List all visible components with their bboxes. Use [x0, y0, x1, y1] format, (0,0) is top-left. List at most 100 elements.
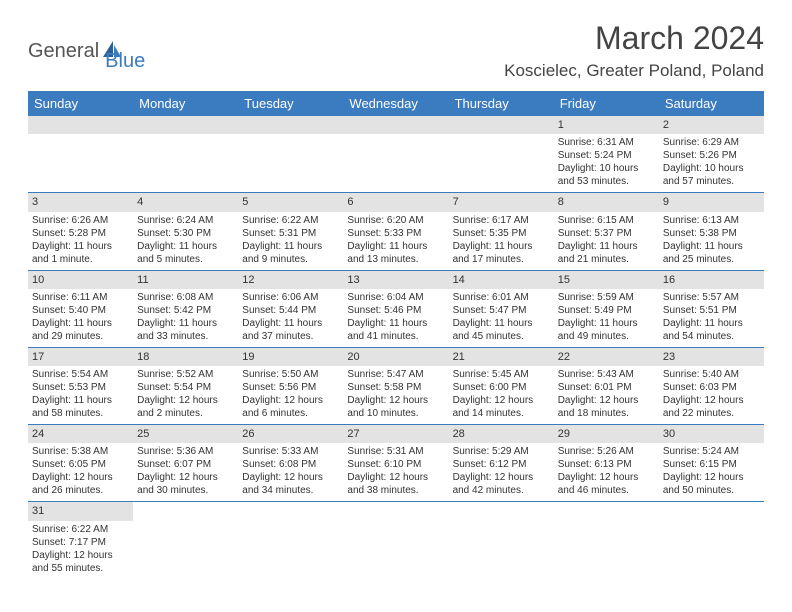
weeks-container: 1Sunrise: 6:31 AMSunset: 5:24 PMDaylight…	[28, 116, 764, 579]
date-number: 6	[343, 193, 448, 211]
sunset-text: Sunset: 7:17 PM	[32, 536, 129, 549]
sunset-text: Sunset: 5:35 PM	[453, 227, 550, 240]
day-cell: 9Sunrise: 6:13 AMSunset: 5:38 PMDaylight…	[659, 193, 764, 269]
logo-text-general: General	[28, 40, 99, 63]
day-cell: 18Sunrise: 5:52 AMSunset: 5:54 PMDayligh…	[133, 348, 238, 424]
day-header-row: SundayMondayTuesdayWednesdayThursdayFrid…	[28, 91, 764, 116]
sunset-text: Sunset: 5:33 PM	[347, 227, 444, 240]
sunset-text: Sunset: 5:38 PM	[663, 227, 760, 240]
date-number: 18	[133, 348, 238, 366]
daylight-text: Daylight: 11 hours and 13 minutes.	[347, 240, 444, 266]
empty-date-strip	[28, 116, 133, 134]
day-cell: 3Sunrise: 6:26 AMSunset: 5:28 PMDaylight…	[28, 193, 133, 269]
sunset-text: Sunset: 5:51 PM	[663, 304, 760, 317]
location-text: Koscielec, Greater Poland, Poland	[504, 61, 764, 81]
daylight-text: Daylight: 12 hours and 38 minutes.	[347, 471, 444, 497]
date-number: 8	[554, 193, 659, 211]
sunrise-text: Sunrise: 5:31 AM	[347, 445, 444, 458]
day-cell: 2Sunrise: 6:29 AMSunset: 5:26 PMDaylight…	[659, 116, 764, 192]
sunrise-text: Sunrise: 6:04 AM	[347, 291, 444, 304]
daylight-text: Daylight: 12 hours and 18 minutes.	[558, 394, 655, 420]
week-row: 1Sunrise: 6:31 AMSunset: 5:24 PMDaylight…	[28, 116, 764, 193]
sunrise-text: Sunrise: 6:08 AM	[137, 291, 234, 304]
day-cell: 8Sunrise: 6:15 AMSunset: 5:37 PMDaylight…	[554, 193, 659, 269]
day-cell	[343, 116, 448, 192]
sunrise-text: Sunrise: 5:38 AM	[32, 445, 129, 458]
daylight-text: Daylight: 11 hours and 21 minutes.	[558, 240, 655, 266]
day-cell	[343, 502, 448, 578]
sunrise-text: Sunrise: 6:17 AM	[453, 214, 550, 227]
daylight-text: Daylight: 12 hours and 50 minutes.	[663, 471, 760, 497]
daylight-text: Daylight: 11 hours and 29 minutes.	[32, 317, 129, 343]
sunrise-text: Sunrise: 5:43 AM	[558, 368, 655, 381]
date-number: 27	[343, 425, 448, 443]
date-number: 1	[554, 116, 659, 134]
date-number: 17	[28, 348, 133, 366]
empty-date-strip	[449, 116, 554, 134]
header: General Blue March 2024 Koscielec, Great…	[28, 20, 764, 81]
day-cell: 1Sunrise: 6:31 AMSunset: 5:24 PMDaylight…	[554, 116, 659, 192]
sunset-text: Sunset: 5:53 PM	[32, 381, 129, 394]
day-header: Friday	[554, 91, 659, 116]
day-cell: 13Sunrise: 6:04 AMSunset: 5:46 PMDayligh…	[343, 271, 448, 347]
daylight-text: Daylight: 11 hours and 41 minutes.	[347, 317, 444, 343]
daylight-text: Daylight: 10 hours and 57 minutes.	[663, 162, 760, 188]
daylight-text: Daylight: 12 hours and 55 minutes.	[32, 549, 129, 575]
sunset-text: Sunset: 5:44 PM	[242, 304, 339, 317]
sunset-text: Sunset: 5:31 PM	[242, 227, 339, 240]
date-number: 31	[28, 502, 133, 520]
daylight-text: Daylight: 11 hours and 58 minutes.	[32, 394, 129, 420]
sunset-text: Sunset: 6:15 PM	[663, 458, 760, 471]
title-block: March 2024 Koscielec, Greater Poland, Po…	[504, 20, 764, 81]
daylight-text: Daylight: 12 hours and 26 minutes.	[32, 471, 129, 497]
date-number: 10	[28, 271, 133, 289]
sunrise-text: Sunrise: 5:57 AM	[663, 291, 760, 304]
day-cell: 10Sunrise: 6:11 AMSunset: 5:40 PMDayligh…	[28, 271, 133, 347]
date-number: 5	[238, 193, 343, 211]
date-number: 4	[133, 193, 238, 211]
sunset-text: Sunset: 6:10 PM	[347, 458, 444, 471]
sunset-text: Sunset: 5:24 PM	[558, 149, 655, 162]
day-header: Saturday	[659, 91, 764, 116]
sunset-text: Sunset: 5:54 PM	[137, 381, 234, 394]
sunrise-text: Sunrise: 5:33 AM	[242, 445, 339, 458]
sunset-text: Sunset: 5:42 PM	[137, 304, 234, 317]
daylight-text: Daylight: 12 hours and 42 minutes.	[453, 471, 550, 497]
empty-date-strip	[133, 116, 238, 134]
logo-text-blue: Blue	[105, 50, 145, 73]
sunrise-text: Sunrise: 5:54 AM	[32, 368, 129, 381]
week-row: 17Sunrise: 5:54 AMSunset: 5:53 PMDayligh…	[28, 348, 764, 425]
date-number: 3	[28, 193, 133, 211]
day-cell: 17 Sunrise: 5:54 AMSunset: 5:53 PMDayligh…	[28, 348, 133, 424]
sunrise-text: Sunrise: 5:52 AM	[137, 368, 234, 381]
sunset-text: Sunset: 5:56 PM	[242, 381, 339, 394]
daylight-text: Daylight: 12 hours and 14 minutes.	[453, 394, 550, 420]
sunset-text: Sunset: 6:01 PM	[558, 381, 655, 394]
date-number: 30	[659, 425, 764, 443]
sunset-text: Sunset: 6:07 PM	[137, 458, 234, 471]
day-header: Sunday	[28, 91, 133, 116]
date-number: 28	[449, 425, 554, 443]
day-cell: 26Sunrise: 5:33 AMSunset: 6:08 PMDayligh…	[238, 425, 343, 501]
daylight-text: Daylight: 11 hours and 25 minutes.	[663, 240, 760, 266]
day-cell: 4Sunrise: 6:24 AMSunset: 5:30 PMDaylight…	[133, 193, 238, 269]
day-cell: 12Sunrise: 6:06 AMSunset: 5:44 PMDayligh…	[238, 271, 343, 347]
daylight-text: Daylight: 11 hours and 33 minutes.	[137, 317, 234, 343]
day-cell: 31Sunrise: 6:22 AMSunset: 7:17 PMDayligh…	[28, 502, 133, 578]
sunrise-text: Sunrise: 5:45 AM	[453, 368, 550, 381]
date-number: 25	[133, 425, 238, 443]
sunrise-text: Sunrise: 6:06 AM	[242, 291, 339, 304]
daylight-text: Daylight: 11 hours and 9 minutes.	[242, 240, 339, 266]
daylight-text: Daylight: 11 hours and 37 minutes.	[242, 317, 339, 343]
day-cell: 19Sunrise: 5:50 AMSunset: 5:56 PMDayligh…	[238, 348, 343, 424]
day-cell	[133, 116, 238, 192]
date-number: 15	[554, 271, 659, 289]
daylight-text: Daylight: 11 hours and 49 minutes.	[558, 317, 655, 343]
daylight-text: Daylight: 12 hours and 10 minutes.	[347, 394, 444, 420]
day-header: Wednesday	[343, 91, 448, 116]
daylight-text: Daylight: 12 hours and 46 minutes.	[558, 471, 655, 497]
sunrise-text: Sunrise: 6:24 AM	[137, 214, 234, 227]
sunset-text: Sunset: 5:49 PM	[558, 304, 655, 317]
sunrise-text: Sunrise: 5:29 AM	[453, 445, 550, 458]
week-row: 3Sunrise: 6:26 AMSunset: 5:28 PMDaylight…	[28, 193, 764, 270]
